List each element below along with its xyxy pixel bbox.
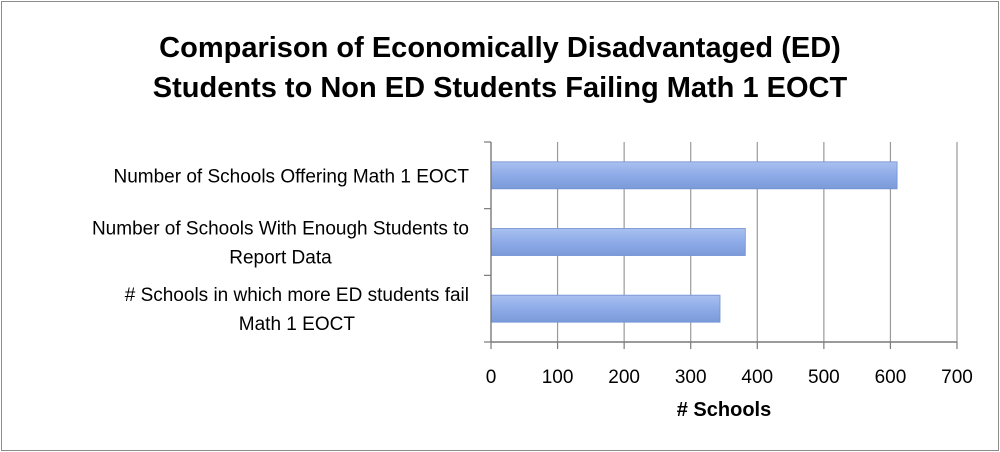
category-label: Number of Schools With Enough Students t… [92,219,469,240]
chart-title-line-1: Comparison of Economically Disadvantaged… [159,32,841,64]
bar [490,228,746,256]
x-axis-label: # Schools [677,399,771,421]
x-tick-label: 500 [808,367,840,388]
category-label: Report Data [229,248,332,269]
category-labels: Number of Schools Offering Math 1 EOCT Nu… [92,166,469,335]
category-label: # Schools in which more ED students fail [125,285,469,306]
x-tick-label: 600 [875,367,907,388]
category-label: Number of Schools Offering Math 1 EOCT [113,166,469,187]
category-label: Math 1 EOCT [239,314,356,335]
chart-title: Comparison of Economically Disadvantaged… [0,28,1000,108]
bar [490,294,721,323]
axes [484,141,958,349]
bars [490,161,898,323]
x-tick-label: 700 [941,367,973,388]
x-tick-label: 300 [675,367,707,388]
bar [490,161,898,190]
x-tick-label: 400 [741,367,773,388]
x-tick-label: 200 [608,367,640,388]
chart-title-line-2: Students to Non ED Students Failing Math… [152,72,848,104]
x-tick-labels: 0 100 200 300 400 500 600 700 [486,367,973,388]
x-tick-label: 0 [486,367,497,388]
x-tick-label: 100 [542,367,574,388]
